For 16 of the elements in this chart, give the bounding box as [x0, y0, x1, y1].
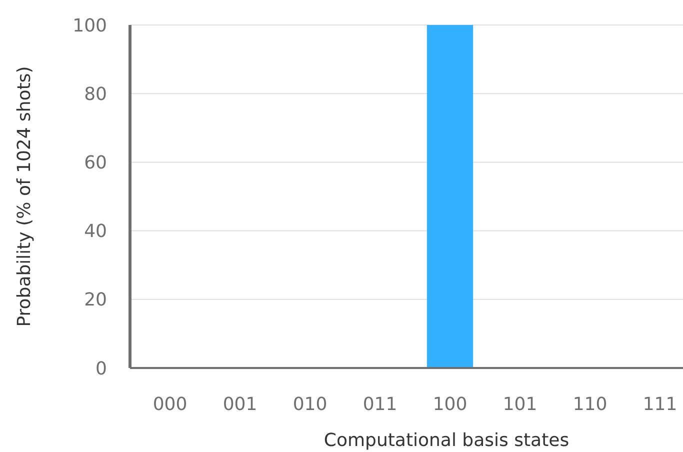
x-axis-title: Computational basis states — [324, 430, 570, 451]
y-tick-label: 80 — [84, 84, 107, 105]
x-tick-label: 011 — [362, 394, 398, 415]
x-tick-label: 001 — [222, 394, 258, 415]
y-axis-title: Probability (% of 1024 shots) — [14, 66, 35, 327]
y-tick-label: 20 — [84, 290, 107, 311]
y-tick-label: 0 — [96, 358, 107, 380]
x-tick-label: 111 — [642, 394, 678, 415]
x-tick-label: 000 — [152, 394, 188, 415]
y-tick-label: 100 — [72, 15, 107, 36]
y-tick-label: 40 — [84, 221, 107, 242]
y-tick-label: 60 — [84, 152, 107, 174]
x-tick-label: 110 — [572, 394, 608, 415]
x-tick-label: 100 — [432, 394, 468, 415]
x-tick-label: 101 — [502, 394, 538, 415]
x-tick-label: 010 — [292, 394, 328, 415]
